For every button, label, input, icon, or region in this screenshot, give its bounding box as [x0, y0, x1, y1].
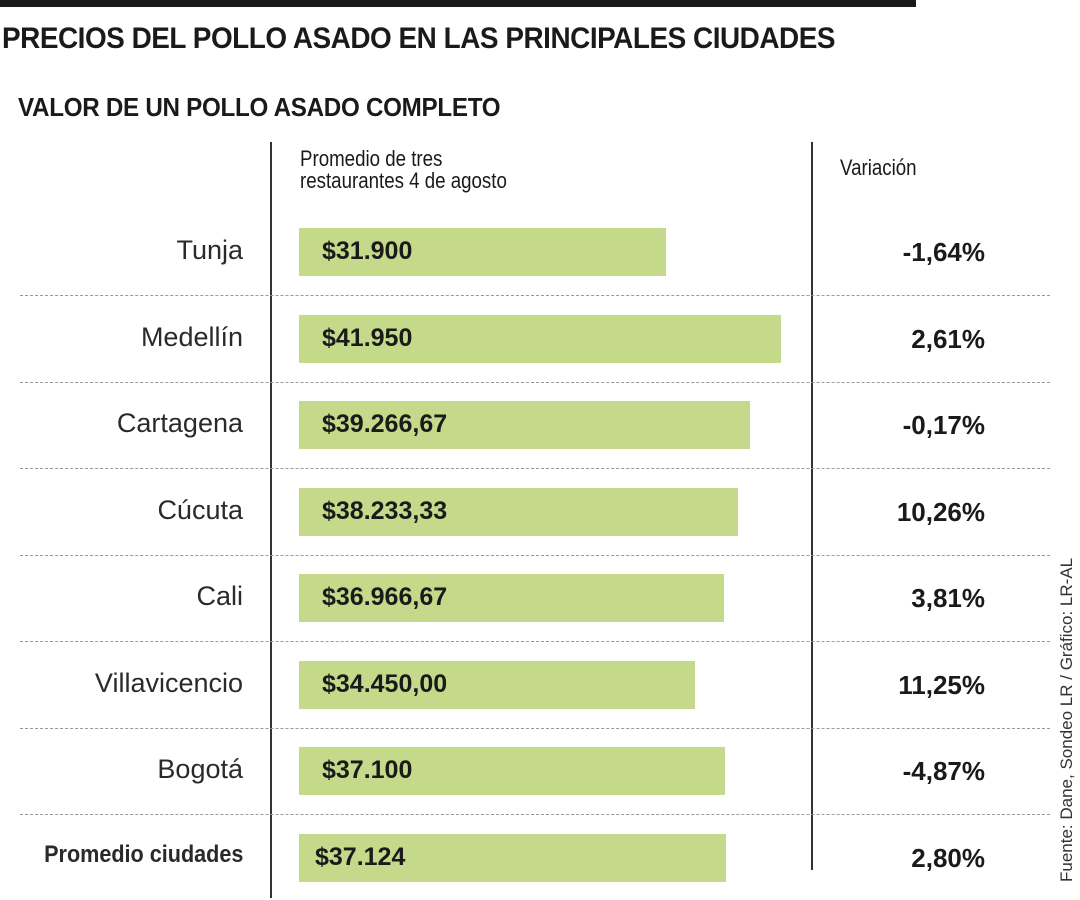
- bar-value-label: $37.100: [322, 756, 413, 784]
- top-rule: [0, 0, 916, 7]
- row-separator: [20, 381, 1050, 383]
- row-separator: [20, 295, 1050, 297]
- category-label: Cúcuta: [157, 494, 243, 525]
- category-label: Promedio ciudades: [43, 840, 243, 868]
- bar-value-label: $31.900: [322, 237, 413, 265]
- bar-value-label: $37.124: [315, 842, 406, 871]
- right-divider: [811, 142, 813, 870]
- category-label: Cartagena: [116, 408, 243, 438]
- bar: [299, 660, 695, 709]
- category-label: Villavicencio: [94, 667, 243, 698]
- category-label: Medellín: [140, 321, 243, 352]
- bar: [299, 487, 738, 536]
- row-separator: [20, 727, 1050, 729]
- bar: [299, 833, 726, 882]
- variation-value: -1,64%: [902, 237, 985, 267]
- row-separator: [20, 641, 1050, 643]
- bar: [299, 747, 725, 795]
- bar: [299, 574, 724, 622]
- bar-value-label: $41.950: [322, 323, 413, 352]
- bar: [299, 401, 750, 449]
- variation-value: 2,61%: [911, 323, 985, 354]
- bar-value-label: $38.233,33: [322, 496, 448, 525]
- row-separator: [20, 554, 1050, 556]
- left-divider: [270, 142, 272, 898]
- source-credit: Fuente: Dane, Sondeo LR / Gráfico: LR-AL: [1057, 557, 1076, 882]
- category-label: Bogotá: [157, 754, 243, 784]
- variation-column-header: Variación: [840, 155, 917, 180]
- bar: [299, 314, 781, 363]
- variation-value: 2,80%: [911, 842, 985, 873]
- variation-value: -0,17%: [902, 410, 985, 440]
- variation-value: 11,25%: [898, 669, 985, 700]
- price-header-line-1: Promedio de tres: [300, 146, 443, 171]
- chart-subtitle: VALOR DE UN POLLO ASADO COMPLETO: [18, 92, 501, 122]
- price-header-line-2: restaurantes 4 de agosto: [300, 168, 507, 193]
- bar-value-label: $34.450,00: [322, 669, 448, 698]
- price-column-header: Promedio de tres restaurantes 4 de agost…: [300, 148, 507, 192]
- variation-value: 3,81%: [911, 583, 985, 613]
- variation-value: -4,87%: [902, 756, 985, 786]
- page-title: PRECIOS DEL POLLO ASADO EN LAS PRINCIPAL…: [2, 22, 836, 55]
- bar: [299, 228, 666, 276]
- row-separator: [20, 468, 1050, 470]
- category-label: Tunja: [176, 235, 243, 265]
- bar-value-label: $36.966,67: [322, 583, 448, 611]
- bar-value-label: $39.266,67: [322, 410, 448, 438]
- variation-value: 10,26%: [896, 496, 985, 527]
- category-label: Cali: [196, 581, 243, 611]
- row-separator: [20, 814, 1050, 816]
